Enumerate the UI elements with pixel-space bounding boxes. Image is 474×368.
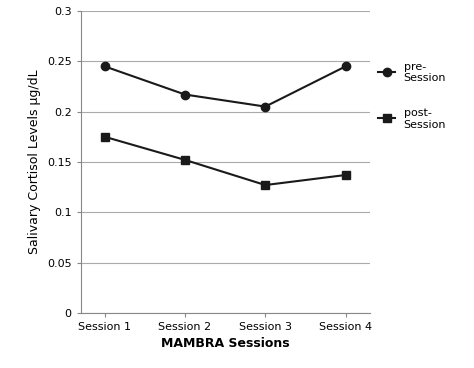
Legend: pre-
Session, post-
Session: pre- Session, post- Session xyxy=(378,62,446,130)
Line: pre-
Session: pre- Session xyxy=(100,62,350,111)
post-
Session xyxy=(263,183,268,187)
Line: post-
Session: post- Session xyxy=(100,132,350,189)
Y-axis label: Salivary Cortisol Levels μg/dL: Salivary Cortisol Levels μg/dL xyxy=(28,70,41,254)
pre-
Session xyxy=(343,64,348,68)
post-
Session xyxy=(102,135,108,139)
post-
Session xyxy=(343,173,348,177)
pre-
Session xyxy=(182,92,188,97)
post-
Session xyxy=(182,158,188,162)
pre-
Session xyxy=(263,105,268,109)
X-axis label: MAMBRA Sessions: MAMBRA Sessions xyxy=(161,337,290,350)
pre-
Session xyxy=(102,64,108,68)
